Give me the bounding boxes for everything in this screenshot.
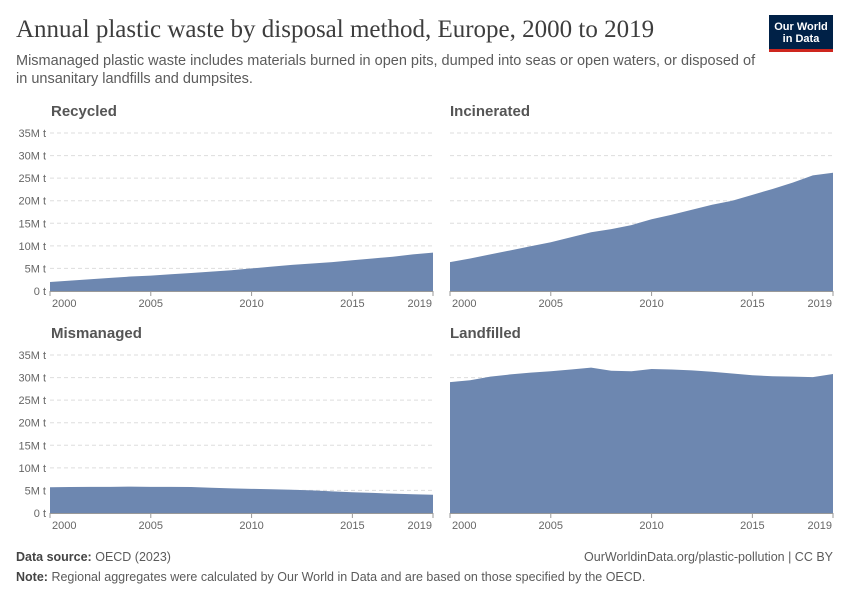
data-source: Data source: OECD (2023) <box>16 549 171 565</box>
x-tick-label: 2010 <box>639 520 663 532</box>
x-tick-label: 2005 <box>139 298 163 310</box>
y-tick-label: 25M t <box>18 395 46 407</box>
y-tick-label: 30M t <box>18 373 46 385</box>
x-tick-label: 2000 <box>52 298 76 310</box>
y-tick-label: 30M t <box>18 151 46 163</box>
logo-line-2: in Data <box>782 33 820 45</box>
area-landfilled <box>450 367 833 513</box>
x-tick-label: 2010 <box>239 520 263 532</box>
panel-title-landfilled: Landfilled <box>450 325 521 342</box>
y-tick-label: 35M t <box>18 128 46 140</box>
x-tick-label: 2005 <box>539 298 563 310</box>
x-tick-label: 2019 <box>408 520 432 532</box>
x-tick-label: 2015 <box>740 520 764 532</box>
x-tick-label: 2000 <box>52 520 76 532</box>
panel-title-mismanaged: Mismanaged <box>51 325 142 342</box>
note-label: Note: <box>16 570 48 584</box>
x-tick-label: 2010 <box>239 298 263 310</box>
y-tick-label: 25M t <box>18 173 46 185</box>
logo-accent-bar <box>769 49 833 52</box>
y-tick-label: 0 t <box>34 286 46 298</box>
owid-logo[interactable]: Our World in Data <box>769 15 833 52</box>
area-mismanaged <box>50 486 433 513</box>
note-value: Regional aggregates were calculated by O… <box>51 570 646 584</box>
logo-line-1: Our World <box>774 21 828 33</box>
chart-subtitle: Mismanaged plastic waste includes materi… <box>16 53 756 87</box>
panel-title-incinerated: Incinerated <box>450 103 530 120</box>
x-tick-label: 2015 <box>740 298 764 310</box>
x-tick-label: 2015 <box>340 520 364 532</box>
x-tick-label: 2019 <box>808 298 832 310</box>
x-tick-label: 2010 <box>639 298 663 310</box>
y-tick-label: 15M t <box>18 440 46 452</box>
area-incinerated <box>450 172 833 291</box>
x-tick-label: 2000 <box>452 298 476 310</box>
x-tick-label: 2019 <box>808 520 832 532</box>
x-tick-label: 2005 <box>539 520 563 532</box>
y-tick-label: 20M t <box>18 196 46 208</box>
y-tick-label: 20M t <box>18 418 46 430</box>
small-multiples-chart: Recycled 0 t 5M t 10M t 15M t 20M t 25M t 30M t… <box>18 103 834 532</box>
source-label: Data source: <box>16 550 92 564</box>
x-tick-label: 2015 <box>340 298 364 310</box>
area-recycled <box>50 252 433 291</box>
y-tick-label: 0 t <box>34 508 46 520</box>
y-tick-label: 15M t <box>18 218 46 230</box>
y-tick-label: 5M t <box>25 263 46 275</box>
y-tick-label: 5M t <box>25 485 46 497</box>
y-tick-label: 35M t <box>18 350 46 362</box>
chart-title: Annual plastic waste by disposal method,… <box>16 16 655 43</box>
y-tick-label: 10M t <box>18 241 46 253</box>
panel-title-recycled: Recycled <box>51 103 117 120</box>
source-url[interactable]: OurWorldinData.org/plastic-pollution | C… <box>584 550 833 564</box>
y-tick-label: 10M t <box>18 463 46 475</box>
x-tick-label: 2019 <box>408 298 432 310</box>
x-tick-label: 2005 <box>139 520 163 532</box>
x-tick-label: 2000 <box>452 520 476 532</box>
source-value[interactable]: OECD (2023) <box>95 550 171 564</box>
chart-note: Note: Regional aggregates were calculate… <box>16 569 645 585</box>
